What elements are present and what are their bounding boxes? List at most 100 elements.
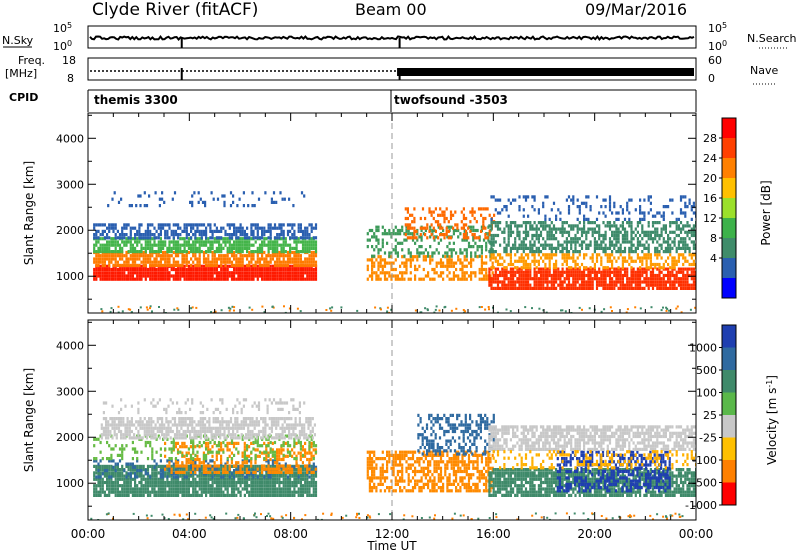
range-cell [505, 308, 508, 311]
range-cell [198, 493, 201, 497]
range-cell [512, 262, 515, 267]
range-cell [647, 283, 650, 287]
range-cell [626, 221, 629, 225]
range-cell [162, 240, 165, 244]
range-cell [490, 256, 493, 260]
range-cell [463, 264, 466, 268]
range-cell [235, 260, 238, 264]
range-cell [93, 226, 96, 230]
range-cell [542, 201, 545, 205]
range-cell [261, 233, 264, 237]
range-cell [246, 484, 249, 488]
range-cell [177, 271, 180, 275]
range-cell [151, 243, 154, 247]
range-cell [621, 250, 624, 254]
range-cell [567, 205, 571, 209]
range-cell [170, 493, 173, 497]
range-cell [263, 260, 266, 264]
range-cell [559, 273, 562, 278]
range-cell [314, 493, 318, 497]
range-cell [561, 309, 564, 312]
range-cell [608, 273, 612, 278]
range-cell [138, 223, 141, 227]
range-cell [424, 228, 427, 233]
colorbar-segment [722, 258, 736, 279]
range-cell [630, 227, 633, 231]
range-cell [490, 246, 493, 250]
range-cell [228, 264, 231, 268]
range-cell [585, 286, 588, 290]
range-cell [97, 254, 100, 258]
range-cell [155, 493, 158, 497]
range-cell [218, 271, 221, 275]
range-cell [310, 229, 313, 233]
range-cell [209, 246, 212, 250]
range-cell [222, 237, 225, 241]
range-cell [211, 236, 214, 240]
range-cell [200, 267, 203, 272]
range-cell [463, 238, 466, 242]
range-cell [162, 477, 165, 481]
range-cell [565, 259, 568, 263]
range-cell [236, 204, 239, 208]
range-cell [524, 221, 528, 225]
range-cell [243, 271, 246, 275]
range-cell [116, 229, 119, 233]
range-cell [527, 256, 530, 260]
range-cell [413, 207, 416, 211]
range-cell [533, 259, 536, 263]
range-cell [280, 490, 283, 494]
range-cell [606, 221, 609, 225]
range-cell [177, 243, 180, 247]
range-cell [619, 250, 622, 254]
range-cell [191, 306, 194, 309]
range-cell [190, 246, 193, 250]
range-cell [183, 267, 186, 272]
range-cell [658, 266, 661, 270]
range-cell [254, 267, 257, 272]
range-cell [121, 236, 124, 240]
range-cell [108, 260, 111, 264]
range-cell [485, 267, 488, 272]
range-cell [220, 226, 223, 230]
range-cell [241, 260, 244, 264]
range-cell [443, 210, 446, 214]
range-cell [555, 286, 558, 290]
range-cell [529, 283, 532, 287]
range-cell [595, 273, 599, 278]
range-cell [623, 233, 627, 238]
range-cell [207, 246, 210, 250]
range-cell [168, 254, 171, 258]
range-cell [253, 204, 256, 208]
range-cell [651, 224, 655, 228]
range-cell [200, 274, 203, 278]
range-cell [144, 257, 147, 261]
range-cell [388, 261, 391, 265]
range-cell [415, 236, 418, 240]
range-cell [503, 266, 506, 270]
range-cell [299, 477, 302, 481]
range-cell [527, 283, 530, 287]
range-cell [211, 229, 214, 233]
range-cell [673, 273, 676, 278]
range-cell [598, 253, 601, 257]
range-cell [431, 258, 434, 262]
range-cell [567, 280, 571, 284]
range-cell [213, 271, 216, 275]
range-cell [552, 273, 556, 278]
range-cell [611, 224, 614, 228]
range-cell [153, 480, 156, 485]
range-cell [470, 258, 473, 262]
range-cell [146, 243, 150, 247]
range-cell [187, 484, 190, 488]
range-cell [299, 271, 302, 275]
range-cell [537, 259, 540, 263]
cpid-label: CPID [9, 91, 38, 104]
range-cell [312, 267, 315, 272]
range-cell [636, 286, 639, 290]
range-cell [604, 286, 607, 290]
range-cell [235, 240, 238, 244]
range-cell [202, 271, 206, 275]
range-cell [93, 277, 96, 281]
range-cell [103, 236, 106, 240]
